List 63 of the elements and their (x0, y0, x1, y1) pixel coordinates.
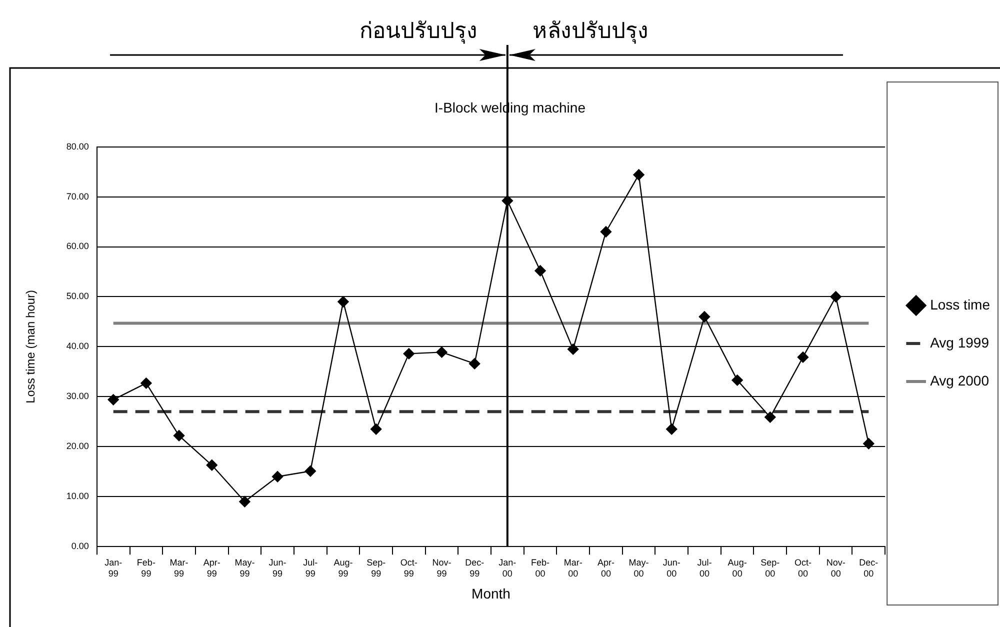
x-tick-label: Dec- 00 (859, 557, 878, 578)
y-tick-label: 60.00 (66, 241, 89, 252)
point (206, 460, 218, 471)
x-tick-label: Nov- 00 (826, 557, 846, 578)
point (173, 430, 185, 442)
point (633, 169, 644, 180)
x-tick-label: Jan- 00 (498, 557, 516, 578)
x-tick-label: Apr- 00 (597, 557, 614, 578)
point (863, 438, 874, 450)
point (436, 346, 448, 358)
point (468, 358, 480, 370)
point (666, 424, 678, 435)
x-tick-label: Jul- 00 (697, 557, 712, 578)
y-tick-label: 30.00 (66, 391, 89, 402)
y-tick-label: 40.00 (66, 341, 89, 352)
text: หลังปรับปรุง (532, 18, 648, 44)
y-tick-label: 70.00 (66, 191, 89, 202)
x-tick-label: Feb- 00 (531, 557, 550, 578)
point (534, 265, 546, 276)
legend-label: Avg 1999 (930, 334, 990, 350)
point (403, 348, 415, 360)
y-tick-label: 10.00 (66, 491, 89, 502)
x-tick-label: May- 99 (234, 557, 255, 578)
y-axis-title: Loss time (man hour) (24, 290, 38, 404)
point (698, 311, 710, 322)
x-tick-label: Mar- 99 (170, 557, 188, 578)
y-tick-label: 50.00 (66, 291, 89, 302)
point (140, 378, 152, 389)
point (797, 352, 809, 363)
x-tick-label: Sep- 99 (366, 557, 386, 578)
point (764, 412, 776, 423)
x-tick-label: Nov- 99 (432, 557, 452, 578)
point (732, 374, 743, 386)
y-tick-label: 0.00 (71, 541, 89, 552)
text: ก่อนปรับปรุง (359, 18, 478, 44)
x-tick-label: Mar- 00 (564, 557, 582, 578)
x-tick-label: May- 00 (628, 557, 649, 578)
point (600, 226, 612, 238)
point (830, 291, 842, 302)
point (272, 471, 284, 482)
x-tick-label: Feb- 99 (136, 557, 156, 578)
point (568, 344, 579, 355)
x-tick-label: Aug- 99 (334, 557, 353, 578)
x-tick-label: Jun- 00 (662, 557, 680, 578)
x-tick-label: Aug- 00 (728, 557, 747, 578)
y-tick-label: 20.00 (66, 441, 89, 452)
x-tick-label: Jul- 99 (303, 557, 318, 578)
x-tick-label: Dec- 99 (465, 557, 484, 578)
point (304, 466, 316, 477)
x-tick-label: Jun- 99 (268, 557, 286, 578)
legend-label: Avg 2000 (930, 372, 990, 388)
point (108, 394, 119, 406)
point (370, 424, 382, 435)
point (239, 496, 250, 508)
x-tick-label: Apr- 99 (203, 557, 220, 578)
x-tick-label: Oct- 99 (400, 557, 418, 578)
x-tick-label: Oct- 00 (794, 557, 812, 578)
point (338, 296, 349, 308)
x-tick-label: Sep- 00 (760, 557, 780, 578)
legend-label: Loss time (930, 296, 990, 312)
x-tick-label: Jan- 99 (104, 557, 122, 578)
x-axis-title: Month (472, 585, 510, 602)
y-tick-label: 80.00 (66, 141, 89, 152)
